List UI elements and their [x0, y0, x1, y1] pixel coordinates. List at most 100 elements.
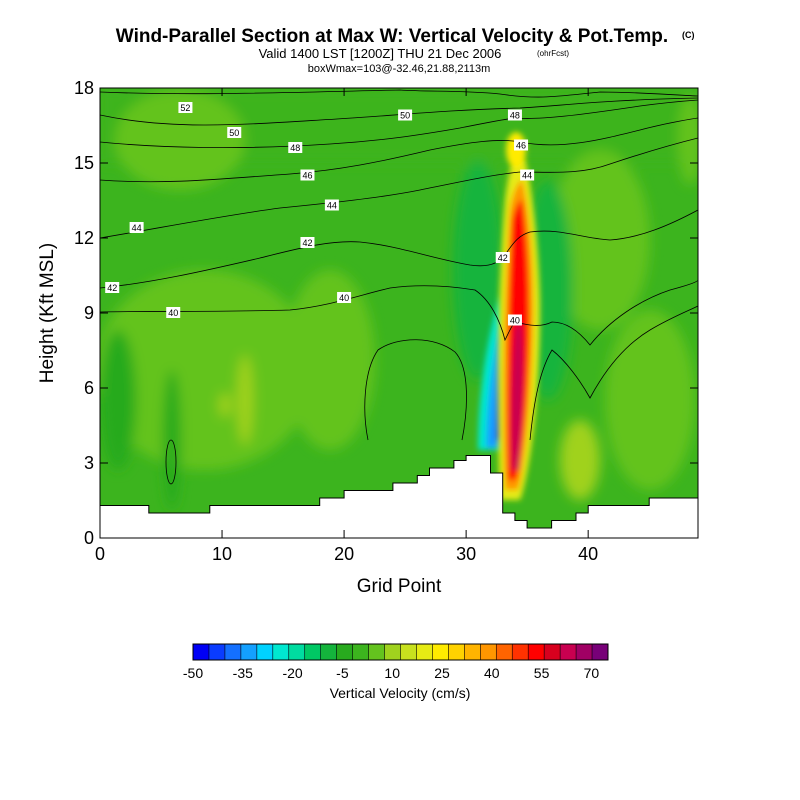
field-light-patch-3	[219, 393, 231, 417]
contour-label-text: 48	[290, 143, 300, 153]
colorbar-ticks: -50 -35 -20 -5 10 25 40 55 70	[183, 665, 600, 681]
contour-46	[100, 117, 698, 183]
y-tick-label: 15	[74, 153, 94, 173]
contour-label-box	[495, 252, 510, 263]
colorbar-swatch	[528, 644, 545, 660]
colorbar-tick-label: 55	[534, 665, 550, 681]
colorbar-tick-label: -20	[282, 665, 302, 681]
x-tick-label: 30	[456, 544, 476, 564]
subtitle-mark: (ohrFcst)	[537, 49, 569, 58]
contour-label-text: 40	[339, 293, 349, 303]
contour-small-loop	[165, 439, 177, 485]
colorbar-swatch	[224, 644, 242, 660]
contour-label-text: 40	[168, 308, 178, 318]
colorbar-swatch	[448, 644, 465, 660]
contour-label: 40	[337, 292, 352, 303]
contour-label-box	[337, 292, 352, 303]
contour-48	[100, 99, 698, 149]
x-axis-label: Grid Point	[357, 576, 442, 597]
colorbar-tick-label: 40	[484, 665, 500, 681]
contour-label-text: 48	[510, 111, 520, 121]
chart-subtitle-2: boxWmax=103@-32.46,21.88,2113m	[308, 63, 491, 75]
field-light-patch-2	[560, 420, 600, 500]
plot-area	[100, 88, 698, 538]
y-tick-label: 9	[84, 303, 94, 323]
field-upper-left	[115, 90, 245, 190]
colorbar-tick-label: 70	[584, 665, 600, 681]
updraft-peak	[511, 322, 523, 470]
colorbar-swatch	[272, 644, 290, 660]
theta-contours	[100, 89, 698, 485]
colorbar-swatch	[193, 644, 210, 660]
colorbar-label: Vertical Velocity (cm/s)	[330, 685, 471, 701]
field-right-low	[605, 310, 695, 490]
contour-label: 44	[129, 222, 144, 233]
colorbar-swatch	[560, 644, 577, 660]
contour-label-box	[178, 102, 193, 113]
colorbar-swatch	[464, 644, 481, 660]
contour-label-box	[507, 109, 522, 121]
x-axis: 0 10 20 30 40	[95, 88, 598, 564]
y-tick-label: 3	[84, 453, 94, 473]
colorbar-swatch	[304, 644, 321, 660]
contour-label: 48	[507, 109, 522, 121]
contour-label-text: 44	[522, 171, 532, 181]
x-tick-label: 40	[578, 544, 598, 564]
contour-label-box	[514, 139, 529, 151]
contour-label: 40	[507, 314, 522, 326]
contour-label-text: 42	[498, 253, 508, 263]
colorbar-tick-label: -50	[183, 665, 203, 681]
contour-label-box	[166, 307, 181, 318]
colorbar-swatch	[576, 644, 593, 660]
contour-label: 52	[178, 102, 193, 113]
contour-label-box	[227, 127, 242, 138]
colorbar-swatch	[240, 644, 258, 660]
field-mid-left	[100, 270, 315, 470]
colorbar	[192, 643, 609, 661]
terrain	[100, 455, 698, 538]
contour-label-box	[129, 222, 144, 233]
chart-subtitle: Valid 1400 LST [1200Z] THU 21 Dec 2006	[259, 46, 502, 61]
colorbar-swatch	[208, 644, 226, 660]
colorbar-swatch	[384, 644, 401, 660]
contour-label-box	[520, 169, 535, 181]
contour-label-text: 46	[302, 171, 312, 181]
colorbar-swatch	[352, 644, 369, 660]
y-axis: 0 3 6 9 12 15 18	[74, 78, 698, 548]
y-tick-label: 12	[74, 228, 94, 248]
contour-44	[100, 137, 698, 239]
field-left-dark	[100, 330, 136, 470]
contour-label: 46	[514, 139, 529, 151]
field-right-high	[550, 150, 650, 330]
contour-42	[100, 209, 698, 289]
contour-label: 40	[166, 307, 181, 318]
contour-label: 46	[300, 169, 315, 181]
contour-38-right	[529, 305, 698, 441]
colorbar-tick-label: 25	[434, 665, 450, 681]
contour-label-box	[300, 169, 315, 181]
contour-40-loop	[364, 339, 467, 441]
contour-label-box	[300, 237, 315, 248]
contour-label: 48	[288, 142, 303, 153]
contour-label: 42	[300, 237, 315, 248]
y-axis-label: Height (Kft MSL)	[37, 243, 58, 383]
y-tick-label: 18	[74, 78, 94, 98]
contour-label: 42	[495, 252, 510, 263]
colorbar-tick-label: -35	[233, 665, 253, 681]
contour-40	[100, 279, 698, 346]
contour-label: 44	[520, 169, 535, 181]
contour-label: 44	[324, 199, 339, 211]
colorbar-swatch	[592, 644, 609, 660]
colorbar-swatch	[432, 644, 449, 660]
y-tick-label: 6	[84, 378, 94, 398]
contour-label-text: 52	[180, 103, 190, 113]
colorbar-swatch	[544, 644, 561, 660]
contour-label-text: 46	[516, 141, 526, 151]
field-updraft-edge-left	[453, 160, 503, 380]
contour-label-text: 50	[229, 128, 239, 138]
contour-label-text: 50	[400, 111, 410, 121]
field-right-edge	[678, 95, 698, 185]
contour-label: 50	[227, 127, 242, 138]
x-tick-label: 20	[334, 544, 354, 564]
contour-label-text: 44	[132, 223, 142, 233]
